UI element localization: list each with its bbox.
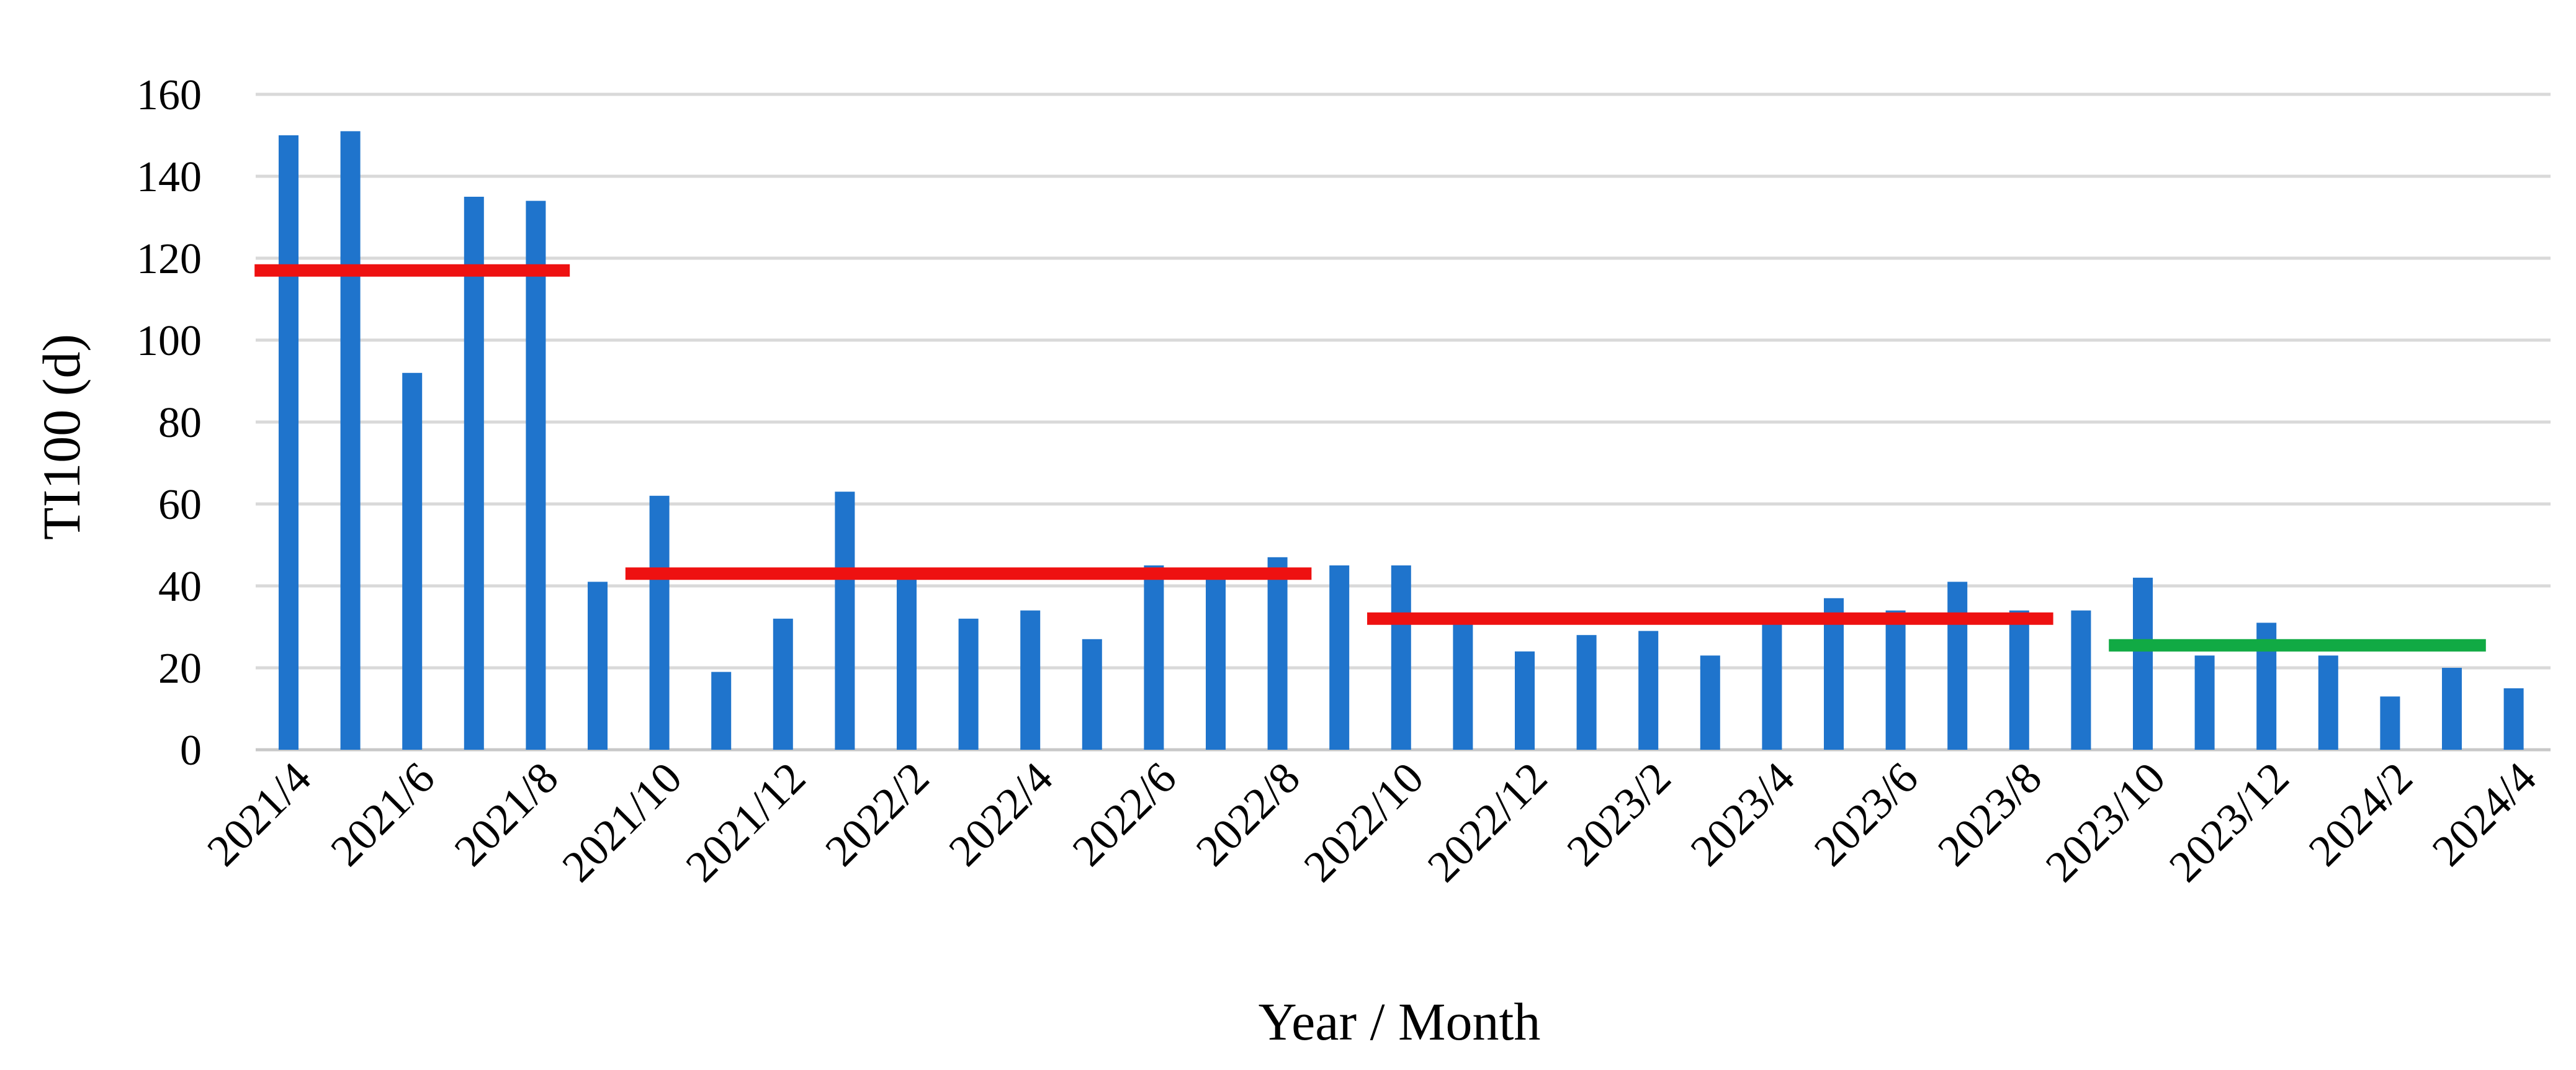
- y-tick-label: 140: [137, 153, 202, 201]
- x-tick-label: 2021/10: [552, 753, 691, 891]
- y-tick-label: 120: [137, 235, 202, 283]
- gridlines: [256, 92, 2551, 752]
- x-tick-label: 2023/10: [2036, 753, 2174, 891]
- bar-2021/11: [711, 672, 732, 750]
- x-tick-label: 2023/4: [1681, 753, 1804, 876]
- x-tick-label: 2021/4: [197, 753, 320, 876]
- bar-2022/4: [1020, 610, 1041, 750]
- x-tick-label: 2022/4: [940, 753, 1062, 876]
- bar-2023/4: [1762, 614, 1782, 750]
- bar-2023/11: [2194, 655, 2215, 750]
- x-tick-label: 2024/2: [2299, 753, 2422, 876]
- bar-2022/8: [1267, 557, 1288, 750]
- x-tick-label: 2023/2: [1558, 753, 1681, 876]
- bar-2022/6: [1144, 565, 1164, 750]
- bar-2021/5: [340, 131, 361, 750]
- bar-2022/9: [1329, 565, 1350, 750]
- bar-2023/2: [1638, 631, 1659, 750]
- x-tick-label: 2022/6: [1063, 753, 1186, 876]
- bar-2024/3: [2442, 668, 2462, 750]
- bar-2023/6: [1885, 610, 1906, 750]
- bar-2022/3: [958, 618, 979, 750]
- x-tick-label: 2022/2: [815, 753, 938, 876]
- x-tick-label: 2023/8: [1928, 753, 2051, 876]
- x-tick-label: 2021/12: [676, 753, 815, 891]
- y-tick-label: 60: [158, 481, 202, 529]
- bar-2023/9: [2071, 610, 2091, 750]
- bar-2022/11: [1453, 623, 1473, 750]
- bar-2022/2: [897, 577, 917, 750]
- x-tick-label: 2022/12: [1418, 753, 1556, 891]
- y-tick-label: 80: [158, 399, 202, 447]
- bars: [279, 131, 2524, 750]
- bar-2021/7: [464, 197, 484, 750]
- y-axis-title: TI100 (d): [32, 334, 91, 540]
- y-tick-label: 20: [158, 645, 202, 693]
- y-tick-label: 100: [137, 317, 202, 365]
- mean-lines: [254, 264, 2486, 652]
- bar-2024/2: [2380, 696, 2400, 750]
- bar-2021/6: [402, 372, 423, 750]
- x-tick-label: 2023/12: [2160, 753, 2298, 891]
- bar-2021/12: [773, 618, 793, 750]
- bar-2022/10: [1391, 565, 1411, 750]
- x-tick-label: 2021/8: [445, 753, 568, 876]
- bar-2021/8: [526, 200, 546, 750]
- bar-2021/10: [649, 495, 670, 750]
- bar-2022/7: [1206, 577, 1226, 750]
- y-tick-label: 40: [158, 563, 202, 611]
- x-tick-label: 2021/6: [321, 753, 444, 876]
- y-tick-label: 160: [137, 71, 202, 119]
- bar-2023/3: [1700, 655, 1720, 750]
- bar-2022/5: [1082, 639, 1102, 750]
- bar-2022/12: [1515, 651, 1535, 750]
- bar-2023/7: [1947, 582, 1968, 750]
- x-tick-label: 2023/6: [1805, 753, 1928, 876]
- bar-2021/9: [588, 582, 608, 750]
- y-tick-label: 0: [180, 727, 202, 775]
- x-tick-label: 2022/8: [1187, 753, 1309, 876]
- bar-2024/1: [2318, 655, 2338, 750]
- bar-2022/1: [835, 492, 855, 750]
- y-axis-ticks: 0 20 40 60 80 100 120 140 160: [137, 71, 202, 775]
- bar-2021/4: [279, 135, 298, 750]
- x-tick-label: 2024/4: [2423, 753, 2546, 876]
- bar-2023/8: [2009, 610, 2029, 750]
- bar-2023/10: [2133, 577, 2153, 750]
- x-axis-title: Year / Month: [1259, 992, 1541, 1051]
- bar-2023/1: [1576, 635, 1597, 750]
- bar-2024/4: [2503, 688, 2524, 750]
- x-tick-label: 2022/10: [1295, 753, 1433, 891]
